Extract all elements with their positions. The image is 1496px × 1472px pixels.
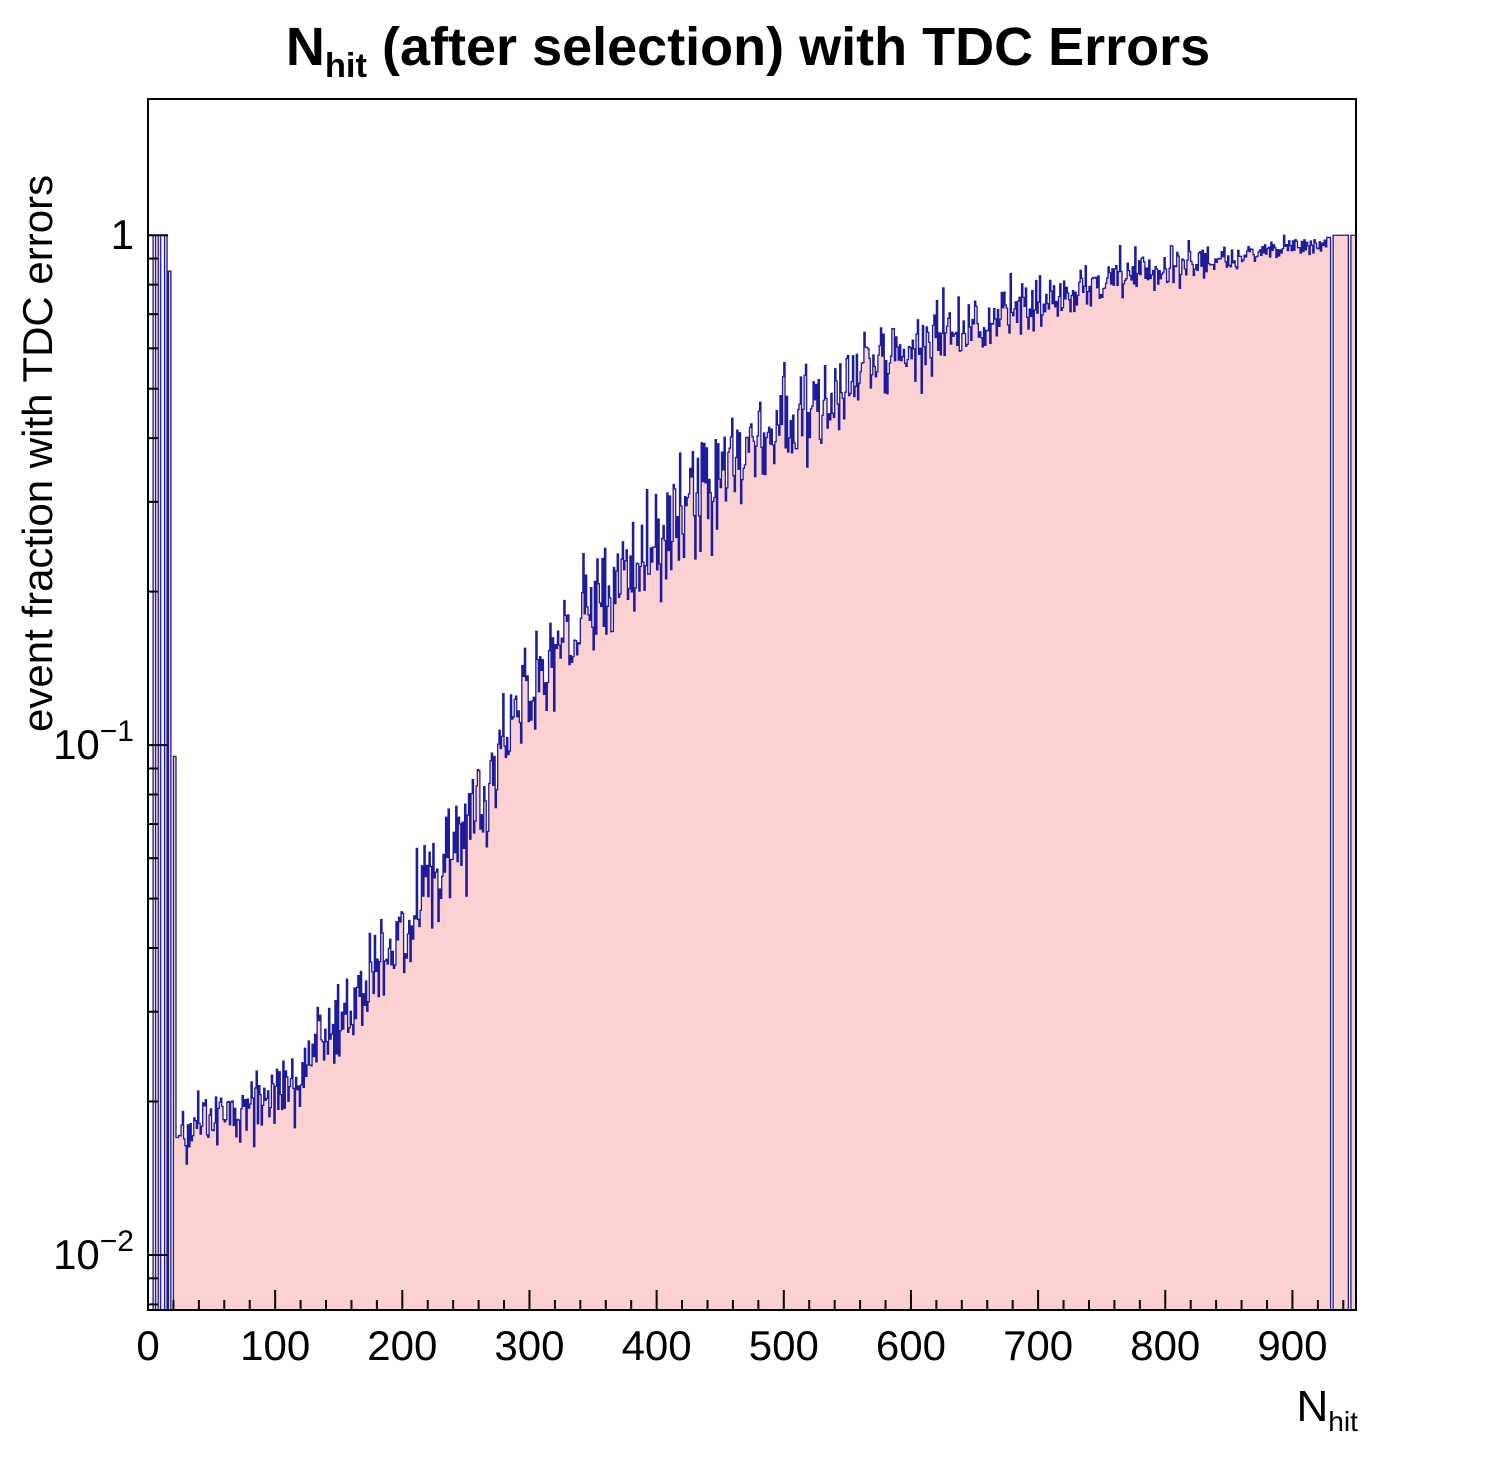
y-tick-label: 1 (111, 211, 134, 258)
x-tick-label: 800 (1130, 1322, 1200, 1369)
x-axis-title-sub: hit (1328, 1405, 1358, 1437)
x-tick-label: 200 (367, 1322, 437, 1369)
plot-title-post: (after selection) with TDC Errors (367, 17, 1211, 77)
x-tick-label: 900 (1257, 1322, 1327, 1369)
histogram-fill (148, 235, 1356, 1311)
x-tick-label: 100 (240, 1322, 310, 1369)
y-tick-label: 10−1 (53, 715, 134, 768)
x-tick-label: 500 (749, 1322, 819, 1369)
plot-frame (147, 98, 1357, 1311)
x-tick-label: 600 (876, 1322, 946, 1369)
x-tick-label: 300 (494, 1322, 564, 1369)
histogram-outline (148, 234, 1357, 1311)
plot-title: Nhit (after selection) with TDC Errors (0, 16, 1496, 86)
x-axis-title: Nhit (1296, 1382, 1358, 1438)
plot-title-pre: N (285, 17, 325, 77)
x-tick-label: 0 (136, 1322, 159, 1369)
y-axis-title: event fraction with TDC errors (14, 175, 61, 732)
x-tick-label: 700 (1003, 1322, 1073, 1369)
x-axis-title-pre: N (1296, 1382, 1329, 1431)
x-tick-label: 400 (622, 1322, 692, 1369)
y-tick-label: 10−2 (53, 1225, 134, 1278)
plot-title-sub: hit (324, 46, 368, 85)
